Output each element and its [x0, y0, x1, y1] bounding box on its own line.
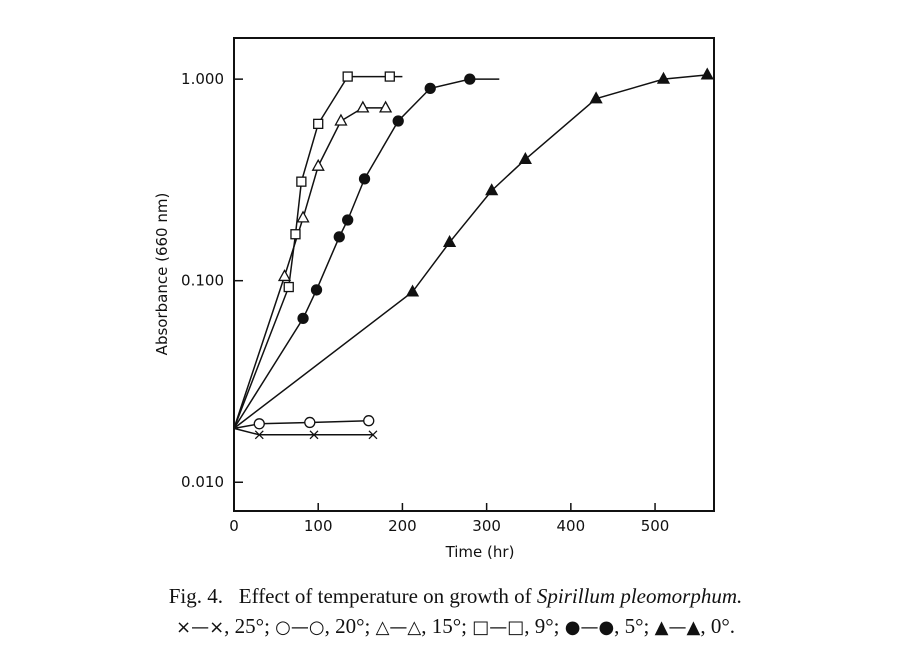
- data-point-open-triangle: [311, 158, 325, 171]
- figure-caption: Fig. 4. Effect of temperature on growth …: [0, 582, 911, 610]
- y-tick-label: 0.010: [181, 473, 224, 491]
- plot-frame: [233, 37, 715, 512]
- x-tick-label: 100: [304, 517, 333, 535]
- series-line: [233, 107, 386, 429]
- series-layer: [233, 67, 714, 440]
- x-tick-label: 0: [229, 517, 239, 535]
- series-15deg: [233, 100, 393, 429]
- data-point-cross: [254, 430, 264, 440]
- data-point-filled-circle: [333, 231, 345, 243]
- legend-label: , 9°;: [524, 614, 565, 638]
- data-point-open-square: [290, 229, 301, 240]
- legend-symbol: ●—●: [564, 617, 615, 638]
- series-line: [233, 74, 708, 429]
- series-line: [233, 75, 403, 429]
- data-point-open-square: [283, 281, 294, 293]
- x-tick-label: 300: [472, 517, 501, 535]
- data-point-filled-triangle: [656, 71, 671, 84]
- series-line: [233, 78, 500, 429]
- series-0deg: [233, 67, 714, 429]
- data-point-filled-circle: [310, 284, 323, 296]
- data-point-open-triangle: [334, 113, 348, 126]
- data-point-filled-triangle: [700, 67, 714, 80]
- data-point-open-triangle: [296, 210, 310, 223]
- series-9deg: [233, 71, 403, 429]
- data-point-cross: [309, 430, 319, 440]
- data-point-open-square: [296, 176, 307, 187]
- data-point-filled-circle: [392, 115, 404, 127]
- cross-stroke: [368, 430, 378, 440]
- data-point-open-circle: [304, 416, 316, 429]
- caption-prefix: Fig. 4.: [168, 584, 223, 608]
- legend-label: , 0°.: [700, 614, 735, 638]
- legend-label: , 15°;: [421, 614, 473, 638]
- y-tick-label: 0.100: [181, 272, 224, 290]
- x-tick-label: 500: [641, 517, 670, 535]
- data-point-filled-triangle: [485, 183, 499, 196]
- data-point-open-circle: [253, 418, 265, 430]
- x-axis: 0 100 200 300 400 500: [229, 503, 669, 535]
- x-axis-title: Time (hr): [445, 543, 515, 561]
- x-tick-label: 400: [557, 517, 586, 535]
- series-20deg: [233, 415, 375, 430]
- data-point-filled-triangle: [405, 284, 420, 297]
- data-point-filled-triangle: [589, 91, 603, 104]
- series-line: [233, 427, 373, 436]
- data-point-open-square: [384, 71, 395, 82]
- data-point-filled-circle: [424, 82, 436, 95]
- legend-symbol: ×—×: [176, 617, 225, 638]
- legend-label: , 20°;: [324, 614, 376, 638]
- legend-symbol: △—△: [375, 617, 422, 638]
- series-5deg: [233, 73, 500, 429]
- data-point-open-square: [313, 118, 324, 130]
- cross-stroke: [254, 430, 264, 440]
- series-line: [233, 419, 369, 430]
- y-axis: 0.010 0.100 1.000: [181, 70, 243, 491]
- data-point-open-triangle: [378, 100, 393, 113]
- caption-text: Effect of temperature on growth of: [238, 584, 532, 608]
- cross-stroke: [309, 430, 319, 440]
- data-point-open-triangle: [356, 100, 370, 113]
- data-point-open-square: [342, 71, 353, 82]
- data-point-open-circle: [363, 415, 375, 427]
- data-point-filled-circle: [297, 312, 309, 325]
- legend-symbol: ○—○: [275, 617, 325, 638]
- legend-symbol: ▲—▲: [654, 617, 701, 638]
- data-point-filled-triangle: [518, 151, 532, 164]
- series-25deg: [233, 427, 378, 440]
- caption-species: Spirillum pleomorphum.: [536, 584, 743, 608]
- legend-label: , 25°;: [224, 614, 276, 638]
- data-point-filled-triangle: [442, 234, 457, 247]
- x-tick-label: 200: [388, 517, 417, 535]
- legend-symbol: □—□: [472, 617, 525, 638]
- data-point-open-triangle: [277, 269, 292, 282]
- caption-legend: ×—×, 25°; ○—○, 20°; △—△, 15°; □—□, 9°; ●…: [0, 612, 911, 642]
- y-axis-title: Absorbance (660 nm): [153, 193, 171, 356]
- y-tick-label: 1.000: [181, 70, 224, 88]
- data-point-filled-circle: [358, 173, 371, 185]
- data-point-filled-circle: [342, 214, 354, 226]
- data-point-cross: [368, 430, 378, 440]
- legend-label: , 5°;: [614, 614, 655, 638]
- data-point-filled-circle: [464, 73, 476, 85]
